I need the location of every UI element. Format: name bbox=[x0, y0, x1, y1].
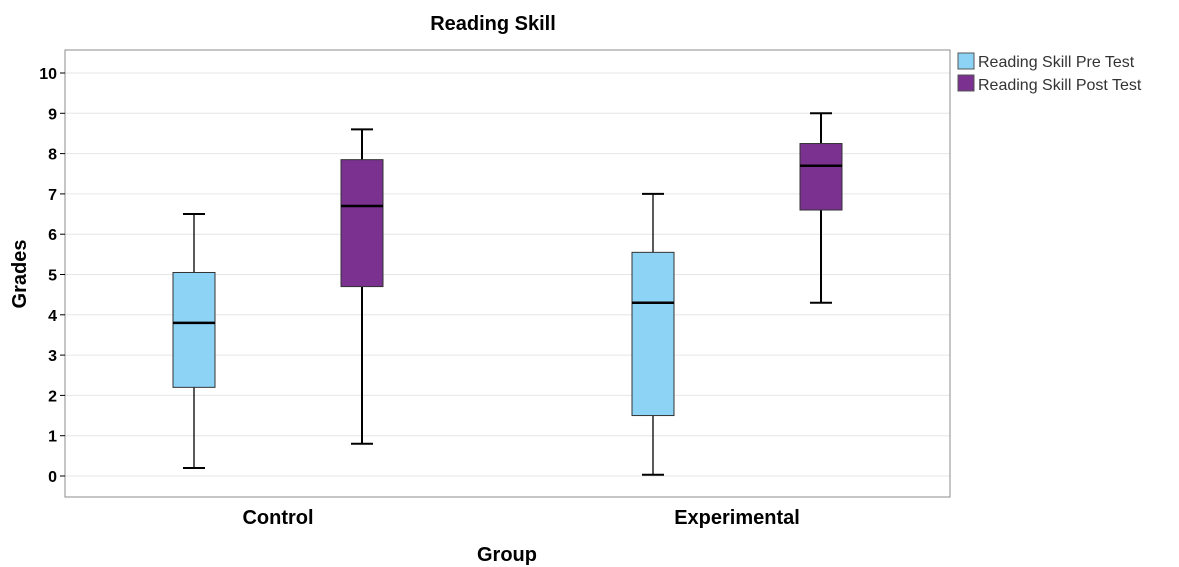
legend-swatch-post bbox=[957, 74, 975, 92]
legend: Reading Skill Pre Test Reading Skill Pos… bbox=[957, 52, 1142, 94]
iqr-box bbox=[799, 143, 843, 211]
y-axis-title: Grades bbox=[9, 240, 31, 309]
box-post-control bbox=[340, 128, 384, 445]
iqr-box bbox=[340, 159, 384, 288]
legend-label-pre: Reading Skill Pre Test bbox=[978, 54, 1135, 71]
x-axis-title: Group bbox=[477, 544, 537, 566]
y-tick-label: 5 bbox=[48, 268, 57, 285]
box-pre-control bbox=[172, 213, 216, 469]
box-post-experimental bbox=[799, 112, 843, 304]
y-tick-label: 0 bbox=[48, 469, 57, 486]
y-tick-label: 9 bbox=[48, 106, 57, 123]
y-tick-label: 4 bbox=[48, 308, 57, 325]
y-tick-label: 10 bbox=[39, 66, 57, 83]
y-tick-label: 6 bbox=[48, 227, 57, 244]
plot-frame bbox=[64, 49, 951, 498]
x-category-label: Experimental bbox=[674, 507, 800, 529]
y-tick-label: 2 bbox=[48, 388, 57, 405]
y-axis-ticks: 0 1 2 3 4 5 6 7 8 9 10 bbox=[39, 66, 65, 486]
y-tick-label: 8 bbox=[48, 147, 57, 164]
legend-swatch-pre bbox=[957, 52, 975, 70]
iqr-box bbox=[172, 271, 216, 388]
legend-label-post: Reading Skill Post Test bbox=[978, 77, 1142, 94]
x-category-label: Control bbox=[242, 507, 313, 529]
y-tick-label: 1 bbox=[48, 429, 57, 446]
iqr-box bbox=[631, 251, 675, 417]
y-tick-label: 7 bbox=[48, 187, 57, 204]
y-tick-label: 3 bbox=[48, 348, 57, 365]
box-pre-experimental bbox=[631, 192, 675, 476]
x-axis-categories: Control Experimental bbox=[242, 507, 799, 529]
boxes bbox=[172, 112, 843, 476]
chart-title: Reading Skill bbox=[430, 13, 556, 35]
